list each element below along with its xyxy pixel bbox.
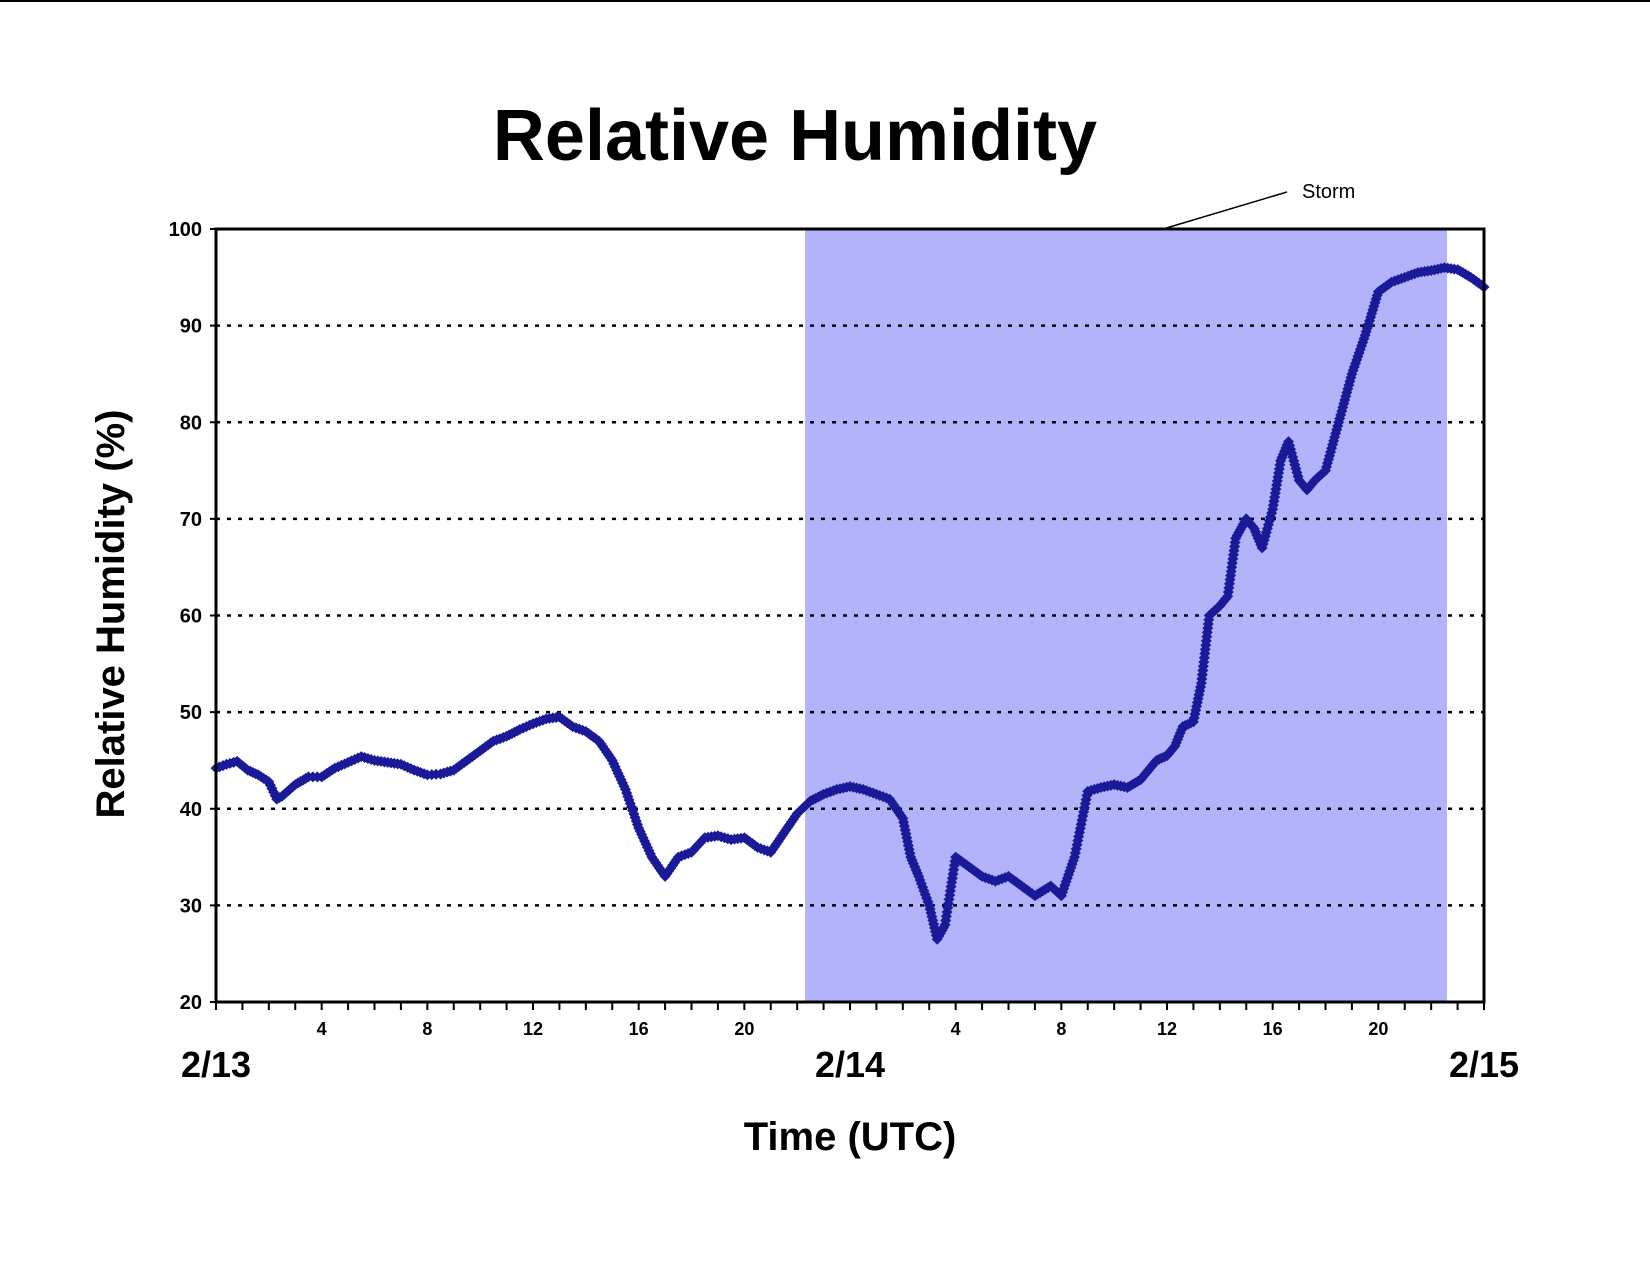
x-tick-label: 12 — [1157, 1019, 1177, 1039]
y-tick-label-100: 100 — [169, 219, 202, 241]
x-tick-label: 12 — [523, 1019, 543, 1039]
storm-annotation-leader — [1162, 191, 1288, 230]
storm-annotation: Storm — [1302, 181, 1355, 203]
date-label-2-13: 2/13 — [181, 1044, 251, 1085]
x-tick-label: 8 — [1056, 1019, 1066, 1039]
y-axis-title: Relative Humidity (%) — [89, 410, 133, 819]
x-tick-label: 4 — [317, 1019, 327, 1039]
axis-ticks: 20 30 40 50 60 70 80 90 100 4 8 12 16 20 4 8 12 16 20 2/13 2… — [169, 219, 1519, 1085]
data-markers — [210, 262, 1490, 945]
y-tick-label-60: 60 — [180, 606, 202, 628]
y-tick-label-90: 90 — [180, 316, 202, 338]
y-tick-label-50: 50 — [180, 702, 202, 724]
x-tick-label: 16 — [1263, 1019, 1283, 1039]
y-tick-label-70: 70 — [180, 509, 202, 531]
y-tick-label-80: 80 — [180, 412, 202, 434]
date-label-2-14: 2/14 — [815, 1044, 885, 1085]
top-border-line — [0, 0, 1650, 2]
y-tick-label-40: 40 — [180, 799, 202, 821]
x-tick-label: 4 — [951, 1019, 961, 1039]
x-tick-label: 8 — [422, 1019, 432, 1039]
x-tick-label: 20 — [734, 1019, 754, 1039]
y-tick-label-30: 30 — [180, 895, 202, 917]
chart-title: Relative Humidity — [493, 96, 1097, 176]
date-label-2-15: 2/15 — [1449, 1044, 1519, 1085]
x-axis-title: Time (UTC) — [744, 1115, 957, 1159]
y-tick-label-20: 20 — [180, 992, 202, 1014]
x-tick-label: 20 — [1368, 1019, 1388, 1039]
x-tick-label: 16 — [629, 1019, 649, 1039]
